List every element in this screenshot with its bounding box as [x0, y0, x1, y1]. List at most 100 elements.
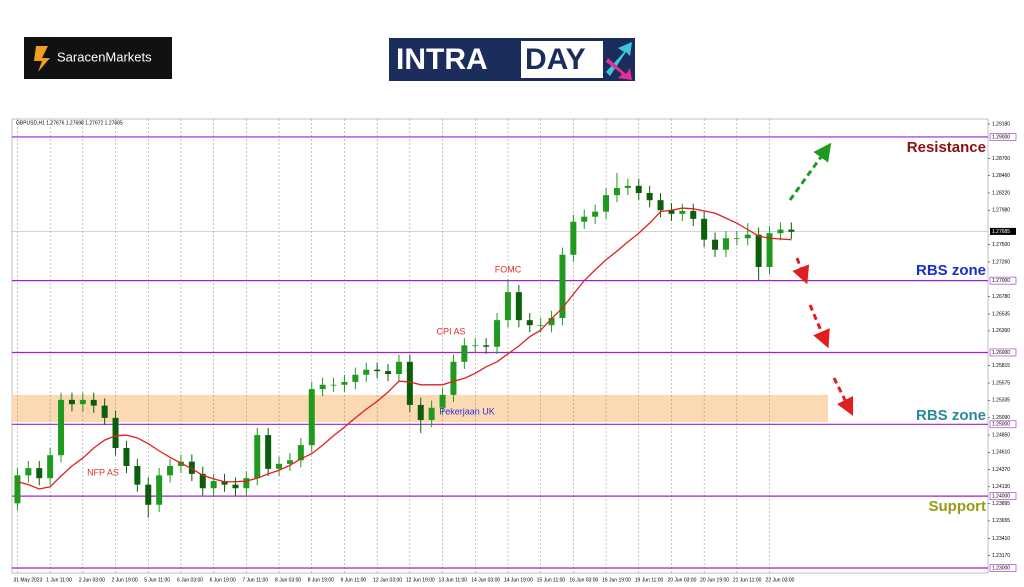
y-tick-label: 1.25335 [992, 398, 1010, 404]
level-label: 1.25000 [992, 422, 1010, 428]
candle-body [308, 389, 315, 446]
candle-body [722, 238, 729, 250]
x-tick-label: 8 Jun 19:00 [308, 577, 334, 583]
x-tick-label: 6 Jun 19:00 [210, 577, 236, 583]
candle-body [188, 461, 195, 474]
y-tick-label: 1.23170 [992, 553, 1010, 559]
x-tick-label: 20 Jun 19:00 [700, 577, 729, 583]
brand-text: SaracenMarkets [57, 49, 152, 64]
zone-label: RBS zone [916, 407, 986, 424]
candle-body [265, 435, 272, 469]
y-tick-label: 1.29180 [992, 121, 1010, 127]
level-label-box [989, 276, 1017, 285]
y-tick-label: 1.28220 [992, 190, 1010, 196]
candle-body [570, 221, 577, 255]
x-tick-label: 14 Jun 19:00 [504, 577, 533, 583]
candle-body [406, 361, 413, 405]
y-tick-label: 1.25575 [992, 380, 1010, 386]
candle-body [36, 468, 43, 479]
logo-arrow-down [606, 58, 632, 80]
forecast-arrows [788, 142, 854, 417]
x-tick-label: 2 Jun 03:00 [79, 577, 105, 583]
x-tick-label: 7 Jun 11:00 [242, 577, 268, 583]
candle-body [319, 384, 326, 390]
chart-title: GBPUSD,H1 1.27676 1.27698 1.27672 1.2768… [16, 120, 123, 126]
candle-body [101, 405, 108, 418]
candle-body [374, 369, 381, 372]
candle-body [25, 468, 32, 476]
zone-label: Resistance [907, 139, 986, 156]
candle-body [47, 455, 54, 479]
y-tick-label: 1.23895 [992, 501, 1010, 507]
candle-body [254, 435, 261, 479]
candle-body [559, 254, 566, 318]
candle-body [68, 399, 75, 405]
candle-body [232, 484, 239, 489]
level-label-box [989, 133, 1017, 141]
y-tick-label: 1.24370 [992, 467, 1010, 473]
candle-body [385, 371, 392, 375]
candle-body [472, 345, 479, 347]
zone-label: Support [929, 498, 987, 515]
y-tick-label: 1.25815 [992, 363, 1010, 369]
annotation: FOMC [495, 264, 522, 274]
candle-body [744, 234, 751, 239]
candle-body [788, 229, 795, 232]
candle-body [123, 448, 130, 466]
annotation: NFP AS [87, 467, 119, 477]
candle-body [112, 417, 119, 449]
candle-body [221, 481, 228, 485]
x-tick-label: 5 Jun 11:00 [144, 577, 170, 583]
x-tick-label: 15 Jun 11:00 [537, 577, 566, 583]
candle-body [167, 465, 174, 476]
logo-right-box [521, 41, 603, 78]
candle-body [581, 216, 588, 222]
candle-body [341, 381, 348, 385]
x-tick-label: 12 Jun 03:00 [373, 577, 402, 583]
x-tick-label: 6 Jun 03:00 [177, 577, 203, 583]
candle-body [515, 292, 522, 321]
y-tick-label: 1.23655 [992, 518, 1010, 524]
candle-body [733, 238, 740, 240]
y-tick-label: 1.23410 [992, 536, 1010, 542]
candle-body [243, 478, 250, 489]
x-tick-label: 20 Jun 03:00 [667, 577, 696, 583]
x-tick-label: 16 Jun 19:00 [602, 577, 631, 583]
candle-body [504, 292, 511, 321]
y-tick-label: 1.24610 [992, 450, 1010, 456]
candle-body [330, 384, 337, 386]
candle-body [701, 218, 708, 240]
y-tick-label: 1.26300 [992, 328, 1010, 334]
level-label-box [989, 420, 1017, 429]
candle-body [548, 317, 555, 326]
moving-average [17, 207, 792, 490]
x-tick-label: 8 Jun 03:00 [275, 577, 301, 583]
annotation: CPI AS [436, 326, 465, 336]
x-tick-label: 22 Jun 03:00 [766, 577, 795, 583]
level-label: 1.29000 [992, 134, 1010, 140]
candle-body [450, 361, 457, 395]
candle-body [439, 394, 446, 408]
candle-body [690, 210, 697, 219]
x-tick-label: 16 Jun 03:00 [569, 577, 598, 583]
y-tick-label: 1.24850 [992, 432, 1010, 438]
arrow-down [808, 304, 830, 349]
candle-body [297, 445, 304, 461]
x-tick-label: 19 Jun 11:00 [635, 577, 664, 583]
y-tick-label: 1.24130 [992, 484, 1010, 490]
logo-arrow-up [606, 42, 632, 76]
candle-body [777, 229, 784, 234]
x-tick-label: 1 Jun 11:00 [46, 577, 72, 583]
candle-body [635, 185, 642, 193]
candle-body [79, 399, 86, 405]
x-tick-label: 31 May 2023 [13, 577, 42, 583]
current-price-box [990, 227, 1016, 235]
level-label: 1.27000 [992, 278, 1010, 284]
candle-body [494, 320, 501, 347]
plot: 31 May 2023 1 Jun 11:00 2 Jun 03:00 2 Jun 1… [12, 119, 1017, 583]
arrow-down [792, 257, 810, 285]
candle-body [156, 475, 163, 505]
y-tick-label: 1.27260 [992, 259, 1010, 265]
